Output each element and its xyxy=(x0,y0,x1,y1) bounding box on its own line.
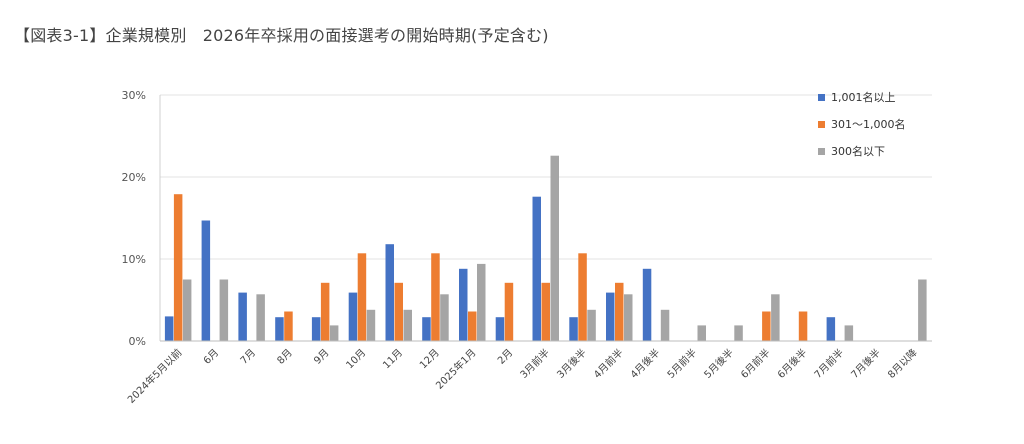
bar xyxy=(201,220,211,341)
bar xyxy=(238,292,247,341)
y-tick-label: 30% xyxy=(122,89,146,102)
x-tick-label: 7月後半 xyxy=(848,346,883,381)
bar xyxy=(918,279,927,341)
bar xyxy=(495,317,505,341)
bar xyxy=(182,279,192,341)
x-tick-label: 2月 xyxy=(495,347,515,367)
bar xyxy=(366,309,376,341)
legend-label: 301～1,000名 xyxy=(831,117,906,131)
axes: 0% 10% 20% 30% 2024年5月以前 6月 7月 8月 9月 10月 11月 12月202… xyxy=(122,89,932,406)
x-tick-label: 3月後半 xyxy=(554,346,589,381)
bar xyxy=(624,294,633,341)
x-tick-label: 7月 xyxy=(238,347,258,367)
bar xyxy=(771,294,780,341)
bar xyxy=(541,282,550,341)
bar xyxy=(642,268,652,341)
bar xyxy=(422,317,431,341)
legend-label: 1,001名以上 xyxy=(831,90,896,104)
bar xyxy=(762,311,771,341)
y-tick-label: 0% xyxy=(129,335,146,348)
x-tick-label: 3月前半 xyxy=(517,346,552,381)
bar xyxy=(504,282,514,341)
x-tick-label: 4月後半 xyxy=(627,346,662,381)
x-tick-label: 4月前半 xyxy=(591,346,626,381)
legend-swatch xyxy=(818,121,825,128)
bar xyxy=(615,282,624,341)
bar xyxy=(219,279,229,341)
legend-label: 300名以下 xyxy=(831,144,885,158)
bar xyxy=(348,292,358,341)
x-tick-label: 10月 xyxy=(344,347,369,372)
x-tick-label: 8月 xyxy=(275,347,295,367)
x-tick-label: 12月 xyxy=(417,347,442,372)
bar xyxy=(440,294,449,341)
bar xyxy=(844,325,854,341)
bar xyxy=(275,317,284,341)
bar xyxy=(357,253,367,341)
legend-swatch xyxy=(818,94,825,101)
x-tick-label: 6月前半 xyxy=(738,346,773,381)
bar xyxy=(329,325,339,341)
bar xyxy=(734,325,743,341)
bar xyxy=(532,196,541,341)
x-tick-label: 2024年5月以前 xyxy=(125,346,185,406)
bar xyxy=(606,292,615,341)
bar xyxy=(826,317,836,341)
bar xyxy=(660,309,670,341)
x-tick-label: 5月前半 xyxy=(664,346,699,381)
x-tick-label: 8月以降 xyxy=(885,346,920,381)
bar xyxy=(578,253,587,341)
x-tick-label: 5月後半 xyxy=(701,346,736,381)
y-tick-label: 10% xyxy=(122,253,146,266)
x-tick-label: 11月 xyxy=(381,347,406,372)
bar xyxy=(311,317,321,341)
bars xyxy=(164,155,927,341)
bar xyxy=(587,309,596,341)
bar xyxy=(431,253,440,341)
bar xyxy=(569,317,578,341)
bar xyxy=(173,194,183,341)
bar xyxy=(798,311,808,341)
x-tick-label: 9月 xyxy=(311,347,331,367)
page-title: 【図表3-1】企業規模別 2026年卒採用の面接選考の開始時期(予定含む) xyxy=(14,26,549,45)
legend: 1,001名以上 301～1,000名 300名以下 xyxy=(818,90,906,158)
bar xyxy=(697,325,706,341)
bar xyxy=(477,263,486,341)
bar xyxy=(385,244,394,341)
bar xyxy=(459,268,468,341)
bar xyxy=(320,282,330,341)
x-tick-label: 6月後半 xyxy=(775,346,810,381)
bar xyxy=(403,309,412,341)
bar xyxy=(164,316,174,341)
x-tick-label: 7月前半 xyxy=(811,346,846,381)
bar xyxy=(550,155,559,341)
bar xyxy=(256,294,265,341)
x-tick-label: 2025年1月 xyxy=(433,346,479,392)
legend-swatch xyxy=(818,148,825,155)
bar xyxy=(394,282,403,341)
y-tick-label: 20% xyxy=(122,171,146,184)
bar xyxy=(468,311,477,341)
x-tick-label: 6月 xyxy=(201,347,221,367)
bar xyxy=(284,311,293,341)
